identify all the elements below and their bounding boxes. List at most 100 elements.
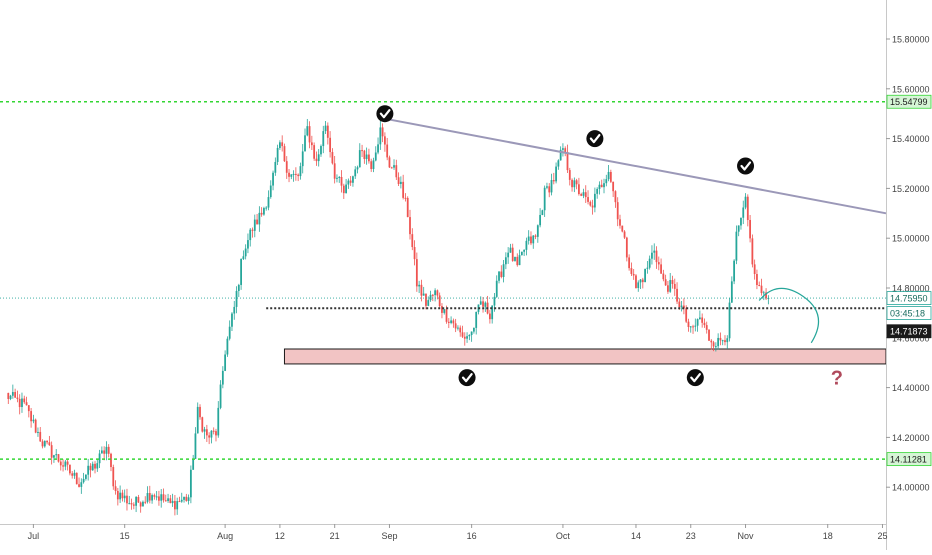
candle-body	[194, 433, 197, 459]
candle-body	[429, 294, 432, 301]
candle-body	[21, 398, 23, 408]
candle-body	[580, 194, 583, 196]
candle-body	[283, 146, 286, 162]
candle-body	[281, 142, 284, 147]
candle-body	[219, 384, 222, 408]
candle-body	[566, 151, 569, 171]
candle-body	[552, 180, 555, 182]
candle-body	[457, 327, 459, 329]
check-mark	[461, 373, 473, 383]
candle-body	[203, 429, 206, 432]
candle-body	[372, 160, 375, 170]
candle-body	[233, 306, 236, 314]
candle-body	[445, 309, 448, 322]
candle-body	[717, 337, 720, 347]
y-tick-label: 14.40000	[892, 383, 930, 393]
check-circle	[586, 130, 604, 148]
y-tick-label: 15.80000	[892, 35, 930, 45]
candle-body	[632, 273, 635, 276]
candle-body	[488, 313, 491, 320]
candle-body	[368, 154, 370, 162]
candle-body	[493, 296, 496, 306]
x-tick-label: 23	[686, 531, 696, 541]
candle-body	[82, 478, 85, 483]
candle-body	[212, 430, 215, 432]
candle-body	[358, 150, 361, 168]
candle-body	[96, 463, 99, 469]
overlays-group: ?	[0, 101, 887, 460]
candle-body	[541, 210, 544, 215]
candle-body	[315, 158, 318, 162]
candle-body	[395, 165, 398, 178]
candle-body	[651, 252, 653, 259]
candle-body	[689, 326, 692, 328]
candle-body	[662, 273, 665, 280]
candle-body	[667, 285, 669, 292]
candle-body	[94, 463, 96, 469]
candle-body	[557, 160, 560, 167]
candle-body	[285, 161, 288, 173]
candle-body	[244, 248, 247, 257]
candle-body	[342, 185, 345, 194]
candle-body	[637, 282, 640, 289]
candle-body	[53, 455, 55, 458]
candle-body	[59, 461, 62, 466]
candle-body	[123, 495, 126, 499]
candle-body	[571, 179, 573, 188]
candle-body	[726, 338, 729, 343]
candle-body	[614, 191, 617, 203]
candle-body	[91, 463, 94, 471]
candle-body	[733, 260, 736, 282]
candle-body	[379, 127, 382, 145]
candle-body	[146, 493, 149, 502]
candle-body	[710, 340, 713, 343]
candle-body	[71, 473, 74, 476]
candle-body	[388, 157, 391, 168]
candle-body	[208, 435, 211, 438]
candles-group	[7, 118, 770, 516]
lower-level-price-badge-box	[886, 452, 932, 467]
candle-body	[536, 225, 539, 237]
x-tick-label: Jul	[28, 531, 40, 541]
projection-curve	[758, 287, 820, 344]
candle-body	[386, 144, 389, 158]
candle-body	[762, 292, 765, 294]
candle-body	[587, 197, 589, 202]
candle-body	[639, 279, 642, 283]
candle-body	[338, 176, 341, 178]
candle-body	[34, 419, 37, 433]
candle-body	[447, 321, 450, 323]
candle-body	[461, 332, 464, 337]
candle-body	[263, 208, 265, 215]
check-marker-icon	[376, 105, 394, 123]
candle-body	[605, 179, 608, 184]
candle-body	[9, 395, 12, 399]
candle-body	[653, 250, 656, 253]
candle-body	[502, 264, 505, 277]
y-tick-label: 15.20000	[892, 184, 930, 194]
candle-body	[201, 417, 204, 432]
countdown-badge-text: 03:45:18	[890, 308, 925, 318]
check-circle	[686, 369, 704, 387]
check-mark	[379, 109, 391, 119]
candle-body	[107, 446, 110, 454]
candle-body	[80, 482, 83, 487]
candle-body	[43, 440, 46, 447]
candle-body	[306, 126, 309, 136]
candle-body	[48, 442, 51, 446]
candle-body	[11, 392, 14, 396]
x-tick-label: 21	[330, 531, 340, 541]
candle-body	[135, 496, 138, 506]
candle-body	[340, 176, 343, 186]
candle-body	[603, 183, 605, 188]
candle-body	[584, 192, 587, 198]
upper-level-price-badge-box	[886, 94, 932, 109]
candle-body	[434, 290, 437, 296]
candle-body	[473, 327, 475, 332]
candle-body	[247, 240, 249, 249]
candle-body	[712, 342, 715, 347]
candle-body	[692, 326, 694, 328]
candle-body	[158, 496, 160, 501]
candle-body	[87, 465, 90, 475]
